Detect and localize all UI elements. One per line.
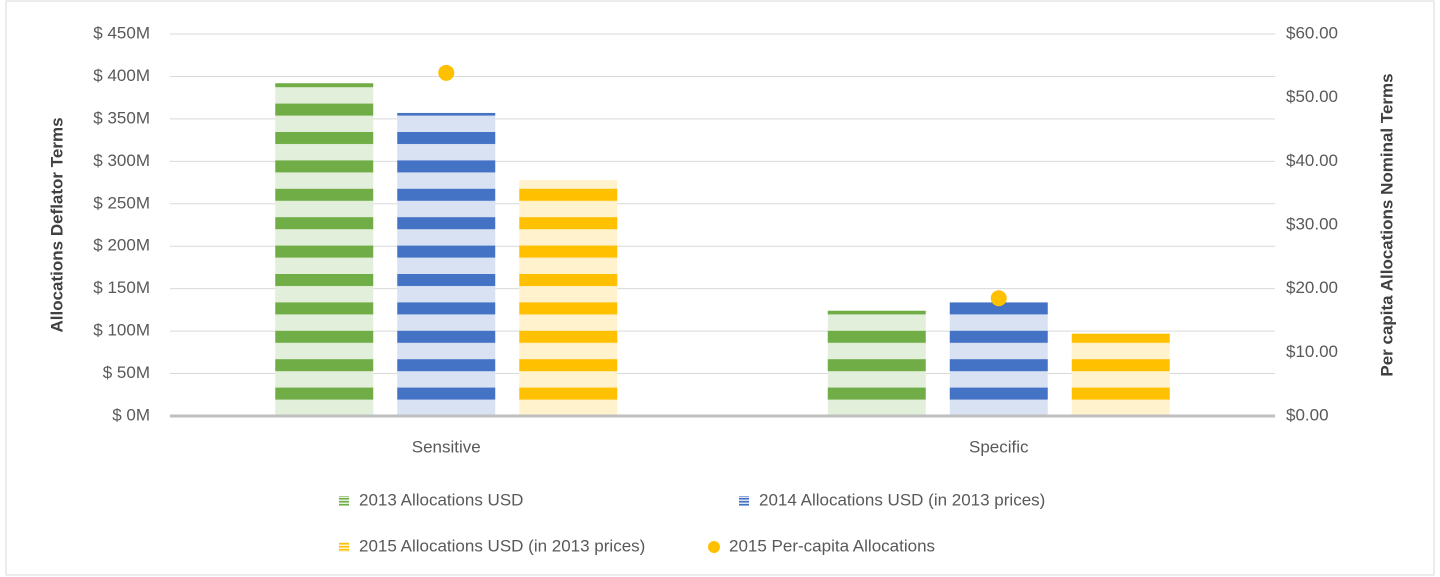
y-tick-label: $ 400M bbox=[93, 66, 150, 85]
y-tick-label: $ 250M bbox=[93, 193, 150, 212]
bar bbox=[275, 83, 374, 416]
scatter-point bbox=[438, 64, 455, 81]
bar bbox=[827, 310, 926, 416]
y2-tick-label: $40.00 bbox=[1286, 151, 1338, 170]
legend-marker bbox=[708, 541, 720, 553]
legend-label: 2015 Per-capita Allocations bbox=[729, 536, 935, 555]
y2-tick-label: $0.00 bbox=[1286, 405, 1329, 424]
y-tick-label: $ 450M bbox=[93, 23, 150, 42]
bar bbox=[1071, 333, 1170, 416]
bar bbox=[949, 302, 1048, 416]
chart-border bbox=[5, 0, 1435, 576]
y2-tick-label: $60.00 bbox=[1286, 23, 1338, 42]
y-tick-label: $ 50M bbox=[103, 363, 150, 382]
y-tick-label: $ 350M bbox=[93, 108, 150, 127]
y-tick-label: $ 100M bbox=[93, 321, 150, 340]
y-tick-label: $ 200M bbox=[93, 236, 150, 255]
y-tick-label: $ 150M bbox=[93, 278, 150, 297]
legend-label: 2013 Allocations USD bbox=[359, 490, 523, 509]
y2-tick-label: $10.00 bbox=[1286, 342, 1338, 361]
legend-label: 2015 Allocations USD (in 2013 prices) bbox=[359, 536, 645, 555]
bar bbox=[397, 112, 496, 417]
x-tick-label: Specific bbox=[969, 437, 1029, 456]
y-axis-title: Allocations Deflator Terms bbox=[47, 117, 66, 332]
y2-tick-label: $50.00 bbox=[1286, 87, 1338, 106]
x-tick-label: Sensitive bbox=[412, 437, 481, 456]
legend-marker bbox=[339, 496, 349, 506]
y2-tick-label: $30.00 bbox=[1286, 214, 1338, 233]
bar bbox=[519, 180, 618, 416]
y-tick-label: $ 0M bbox=[112, 405, 150, 424]
y2-axis-title: Per capita Allocations Nominal Terms bbox=[1377, 73, 1396, 376]
y-tick-label: $ 300M bbox=[93, 151, 150, 170]
legend-marker bbox=[739, 496, 749, 506]
scatter-point bbox=[990, 290, 1007, 307]
legend-label: 2014 Allocations USD (in 2013 prices) bbox=[759, 490, 1045, 509]
legend-marker bbox=[339, 542, 349, 552]
y2-tick-label: $20.00 bbox=[1286, 278, 1338, 297]
